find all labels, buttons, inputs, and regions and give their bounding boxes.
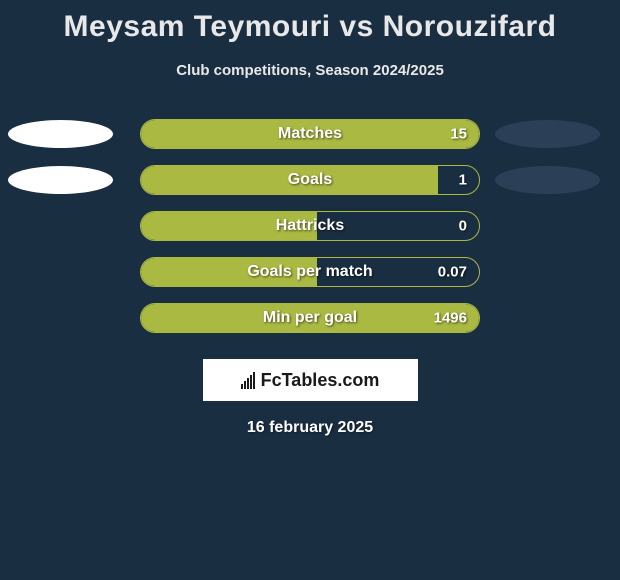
stat-value: 0.07 bbox=[438, 264, 467, 281]
stat-label: Hattricks bbox=[141, 217, 479, 235]
stat-label: Matches bbox=[141, 125, 479, 143]
player-right-marker bbox=[495, 166, 600, 194]
stat-row: Min per goal1496 bbox=[0, 295, 620, 341]
player-left-marker bbox=[8, 120, 113, 148]
stat-row: Goals1 bbox=[0, 157, 620, 203]
stat-bar: Min per goal1496 bbox=[140, 303, 480, 333]
stat-label: Goals per match bbox=[141, 263, 479, 281]
stat-value: 15 bbox=[450, 126, 467, 143]
player-left-marker bbox=[8, 166, 113, 194]
logo-text: FcTables.com bbox=[261, 370, 380, 391]
date-text: 16 february 2025 bbox=[0, 419, 620, 437]
player-right-marker bbox=[495, 120, 600, 148]
stat-row: Goals per match0.07 bbox=[0, 249, 620, 295]
stat-label: Min per goal bbox=[141, 309, 479, 327]
stat-value: 0 bbox=[459, 218, 467, 235]
stat-bar: Goals1 bbox=[140, 165, 480, 195]
stat-row: Matches15 bbox=[0, 111, 620, 157]
stat-bar: Matches15 bbox=[140, 119, 480, 149]
stat-row: Hattricks0 bbox=[0, 203, 620, 249]
comparison-chart: Matches15 Goals1 Hattricks0 Goals per match… bbox=[0, 111, 620, 341]
stat-label: Goals bbox=[141, 171, 479, 189]
stat-bar: Hattricks0 bbox=[140, 211, 480, 241]
page-title: Meysam Teymouri vs Norouzifard bbox=[0, 0, 620, 44]
stat-value: 1496 bbox=[434, 310, 467, 327]
subtitle: Club competitions, Season 2024/2025 bbox=[0, 62, 620, 79]
logo-box: FcTables.com bbox=[203, 359, 418, 401]
stat-bar: Goals per match0.07 bbox=[140, 257, 480, 287]
logo-icon bbox=[241, 371, 255, 389]
stat-value: 1 bbox=[459, 172, 467, 189]
